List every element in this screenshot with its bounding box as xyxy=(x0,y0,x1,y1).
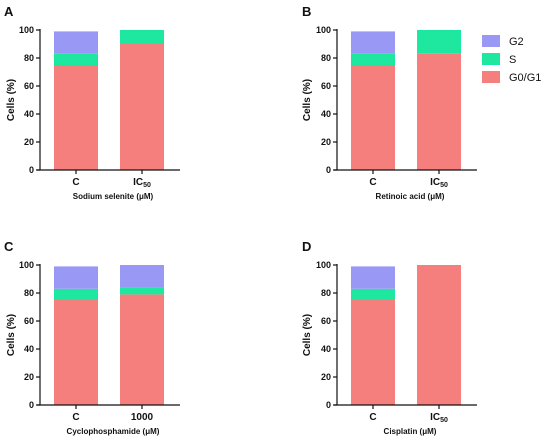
panel-letter: B xyxy=(302,4,311,19)
legend-label: G0/G1 xyxy=(509,72,541,84)
panel-b: B 0 20 40 60 80 100 C IC50 Retinoic acid (μM) Cell… xyxy=(302,4,477,201)
y-axis-title: Cells (%) xyxy=(6,79,17,121)
y-tick-label: 0 xyxy=(326,165,331,175)
panel-letter: D xyxy=(302,239,311,254)
bar-g0g1-1 xyxy=(417,53,461,170)
y-tick-label: 0 xyxy=(326,400,331,410)
y-tick-label: 60 xyxy=(321,316,331,326)
bar-g0g1-0 xyxy=(351,300,395,405)
bar-s-1 xyxy=(120,287,164,295)
bar-g2-0 xyxy=(351,266,395,289)
bar-s-0 xyxy=(351,288,395,300)
x-tick-label-sub: 50 xyxy=(440,182,448,189)
bar-g0g1-1 xyxy=(417,265,461,405)
x-axis-title: Retinoic acid (μM) xyxy=(376,192,445,201)
x-axis-title: Cisplatin (μM) xyxy=(384,427,437,436)
x-tick-label-main: C xyxy=(72,177,79,188)
y-tick-label: 40 xyxy=(321,344,331,354)
x-axis-title: Sodium selenite (μM) xyxy=(73,192,154,201)
y-tick-label: 100 xyxy=(316,260,331,270)
x-tick-label: IC50 xyxy=(430,412,448,424)
x-tick-label-main: 1000 xyxy=(131,412,154,423)
y-tick-label: 100 xyxy=(19,25,34,35)
y-tick-label: 20 xyxy=(24,372,34,382)
x-tick-label: IC50 xyxy=(430,177,448,189)
bar-s-1 xyxy=(417,30,461,54)
bar-g0g1-0 xyxy=(54,65,98,170)
x-tick-label: 1000 xyxy=(131,412,154,423)
y-tick-label: 20 xyxy=(321,137,331,147)
y-tick-label: 40 xyxy=(24,344,34,354)
y-tick-label: 0 xyxy=(29,165,34,175)
y-tick-label: 60 xyxy=(321,81,331,91)
x-tick-label: IC50 xyxy=(133,177,151,189)
y-tick-label: 100 xyxy=(316,25,331,35)
bar-g0g1-1 xyxy=(120,294,164,405)
legend-swatch-s xyxy=(482,53,500,65)
y-tick-label: 80 xyxy=(321,53,331,63)
x-tick-label: C xyxy=(369,177,376,188)
y-tick-label: 40 xyxy=(321,109,331,119)
legend-label: S xyxy=(509,54,516,66)
x-tick-label-sub: 50 xyxy=(143,182,151,189)
bar-g2-0 xyxy=(351,31,395,54)
panel-c: C 0 20 40 60 80 100 C 1000 Cyclophosphamide (μM) C… xyxy=(4,239,180,436)
bar-s-0 xyxy=(351,53,395,65)
bar-g2-1 xyxy=(120,265,164,288)
x-tick-label: C xyxy=(72,177,79,188)
legend: G2 S G0/G1 xyxy=(482,35,541,84)
y-tick-label: 20 xyxy=(24,137,34,147)
x-tick-label: C xyxy=(72,412,79,423)
legend-swatch-g2 xyxy=(482,35,500,47)
y-axis-title: Cells (%) xyxy=(302,79,313,121)
bar-s-1 xyxy=(120,30,164,44)
y-axis-title: Cells (%) xyxy=(302,314,313,356)
bar-g2-0 xyxy=(54,31,98,54)
y-tick-label: 100 xyxy=(19,260,34,270)
x-tick-label-main: IC xyxy=(430,412,440,423)
x-tick-label-main: IC xyxy=(133,177,143,188)
x-tick-label-main: C xyxy=(369,412,376,423)
bar-g0g1-1 xyxy=(120,44,164,170)
y-axis-title: Cells (%) xyxy=(6,314,17,356)
x-tick-label: C xyxy=(369,412,376,423)
bar-g0g1-0 xyxy=(54,300,98,405)
x-tick-label-main: C xyxy=(369,177,376,188)
bar-s-0 xyxy=(54,288,98,300)
y-tick-label: 60 xyxy=(24,81,34,91)
panel-letter: C xyxy=(4,239,14,254)
y-tick-label: 60 xyxy=(24,316,34,326)
y-tick-label: 40 xyxy=(24,109,34,119)
x-tick-label-sub: 50 xyxy=(440,417,448,424)
x-tick-label-main: C xyxy=(72,412,79,423)
panel-letter: A xyxy=(4,4,14,19)
y-tick-label: 20 xyxy=(321,372,331,382)
bar-s-0 xyxy=(54,53,98,65)
panel-a: A 0 20 40 60 80 100 C IC50 Sodium selenite (μM) Ce… xyxy=(4,4,180,201)
y-tick-label: 0 xyxy=(29,400,34,410)
bar-g0g1-0 xyxy=(351,65,395,170)
y-tick-label: 80 xyxy=(24,53,34,63)
x-tick-label-main: IC xyxy=(430,177,440,188)
legend-label: G2 xyxy=(509,36,524,48)
y-tick-label: 80 xyxy=(321,288,331,298)
legend-swatch-g0g1 xyxy=(482,71,500,83)
x-axis-title: Cyclophosphamide (μM) xyxy=(67,427,160,436)
y-tick-label: 80 xyxy=(24,288,34,298)
bar-g2-0 xyxy=(54,266,98,289)
